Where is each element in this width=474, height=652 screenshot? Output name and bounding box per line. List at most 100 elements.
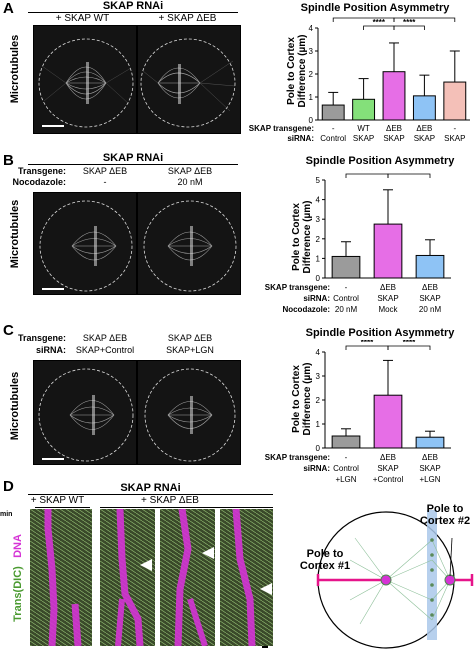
time-tick-label: 30 — [21, 566, 29, 574]
panel-b-microtubules-label: Microtubules — [9, 199, 21, 269]
panel-c-cond1-transgene: SKAP ΔEB — [82, 333, 128, 343]
y-tick-label: 4 — [309, 24, 314, 33]
spindle-image-a2 — [140, 38, 236, 128]
panel-c-row-sirna: siRNA: — [35, 345, 66, 355]
panel-b-cond2-transgene: SKAP ΔEB — [167, 166, 213, 176]
kymo-deb3-svg — [220, 509, 273, 646]
kymo-deb2-svg — [160, 509, 215, 646]
chart-b-row-noco: Nocodazole: — [282, 305, 330, 314]
table-cell: 20 nM — [418, 305, 442, 314]
arrowhead-icon — [140, 559, 152, 571]
table-cell: - — [331, 124, 335, 133]
panel-a-condition-deb: + SKAP ΔEB — [158, 13, 217, 24]
significance-bracket — [387, 173, 431, 178]
chart-c: 0 1 2 3 4 **** **** — [316, 340, 451, 452]
significance-label: **** — [403, 340, 416, 347]
table-cell: - — [344, 453, 348, 462]
panel-a-condition-wt: + SKAP WT — [55, 13, 110, 24]
panel-d-wt-rule — [35, 507, 90, 508]
scale-bar — [42, 458, 64, 460]
spindle-image-b2 — [143, 200, 237, 292]
y-tick-label: 0 — [316, 274, 321, 282]
y-tick-label: 2 — [316, 235, 321, 244]
bar — [352, 98, 376, 121]
kymograph-deb-2 — [160, 509, 215, 646]
y-tick-label: 4 — [316, 196, 321, 205]
spindle-image-c1 — [38, 368, 134, 462]
spindle-image-a1 — [38, 38, 134, 128]
panel-letter-c: C — [3, 322, 14, 339]
y-tick-label: 0 — [316, 444, 321, 452]
panel-c-microtubules-label: Microtubules — [9, 371, 21, 441]
panel-a-image-deb — [137, 25, 241, 134]
table-cell: SKAP — [419, 294, 441, 303]
panel-letter-a: A — [3, 0, 14, 17]
scale-bar — [42, 288, 64, 290]
spindle-image-c2 — [144, 368, 236, 462]
scale-bar — [262, 646, 268, 648]
bar — [331, 255, 361, 279]
time-tick-label: 40 — [21, 583, 29, 591]
bar — [373, 394, 403, 449]
table-cell: Control — [333, 464, 359, 473]
panel-c-image-2 — [137, 360, 241, 465]
y-tick-label: 3 — [309, 47, 314, 56]
panel-b-cond1-transgene: SKAP ΔEB — [82, 166, 128, 176]
spindle-pole-2 — [444, 574, 456, 586]
chart-a-row-transgene: SKAP transgene: — [248, 124, 314, 133]
panel-b-cond2-noco: 20 nM — [177, 177, 203, 187]
table-cell: ΔEB — [416, 124, 433, 133]
panel-a-title-rule — [28, 12, 238, 13]
chart-b-row-sirna: siRNA: — [303, 294, 330, 303]
panel-b-row-transgene: Transgene: — [17, 166, 66, 176]
table-cell: ΔEB — [421, 453, 438, 462]
panel-letter-d: D — [3, 478, 14, 495]
panel-c-cond2-transgene: SKAP ΔEB — [167, 333, 213, 343]
panel-a-image-wt — [33, 25, 137, 134]
y-tick-label: 2 — [309, 70, 314, 79]
y-tick-label: 1 — [316, 420, 321, 429]
y-tick-label: 3 — [316, 372, 321, 381]
significance-label: **** — [361, 170, 374, 175]
panel-letter-b: B — [3, 152, 14, 169]
y-tick-label: 1 — [309, 93, 314, 102]
table-cell: SKAP — [444, 134, 466, 143]
bar — [415, 254, 445, 279]
table-cell: - — [344, 283, 348, 292]
table-cell: Mock — [378, 305, 398, 314]
significance-bracket — [393, 17, 456, 22]
table-cell: SKAP — [383, 134, 405, 143]
table-cell: WT — [357, 124, 370, 133]
arrowhead-icon — [202, 547, 214, 559]
time-tick-label: 50 — [21, 600, 29, 607]
chart-c-row-sirna: siRNA: — [303, 464, 330, 473]
chart-b: 0 1 2 3 4 5 **** **** — [316, 170, 451, 282]
chart-c-row-transgene: SKAP transgene: — [264, 453, 330, 462]
significance-bracket — [393, 25, 425, 30]
panel-a-title: SKAP RNAi — [102, 0, 164, 12]
y-tick-label: 4 — [316, 348, 321, 357]
significance-label: **** — [403, 18, 416, 27]
panel-d-title-rule — [28, 494, 273, 495]
kymo-wt-svg — [30, 509, 92, 646]
y-tick-label: 0 — [309, 116, 314, 124]
table-cell: SKAP — [377, 464, 399, 473]
panel-b-title: SKAP RNAi — [102, 152, 164, 164]
table-cell: 20 nM — [334, 305, 358, 314]
bar — [415, 436, 445, 449]
kymo-min-label: min — [0, 511, 13, 518]
spindle-pole-1 — [380, 574, 392, 586]
panel-b-row-nocodazole: Nocodazole: — [12, 177, 66, 187]
panel-d-deb-rule — [100, 507, 273, 508]
table-cell: ΔEB — [421, 283, 438, 292]
time-tick-label: 10 — [21, 532, 29, 540]
bar — [443, 81, 467, 121]
table-cell: +LGN — [335, 475, 357, 484]
chart-b-row-transgene: SKAP transgene: — [264, 283, 330, 292]
panel-c-image-1 — [33, 360, 137, 465]
time-tick-label: 70 — [21, 633, 29, 641]
chart-a-title: Spindle Position Asymmetry — [300, 2, 450, 14]
table-cell: SKAP — [419, 464, 441, 473]
y-tick-label: 5 — [316, 176, 321, 185]
panel-d-condition-deb: + SKAP ΔEB — [141, 495, 199, 506]
